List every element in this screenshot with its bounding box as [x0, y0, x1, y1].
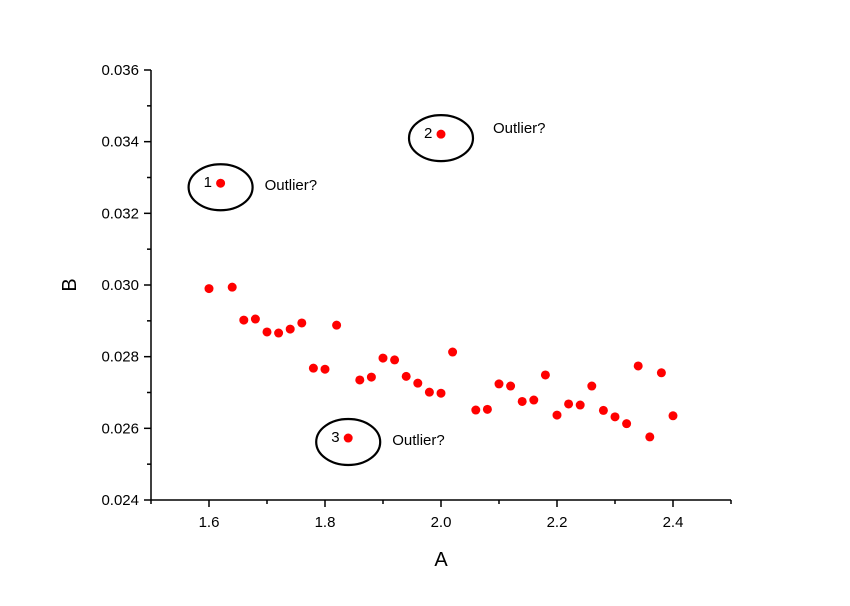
- annotations: 1 Outlier? 2 Outlier? 3 Outlier?: [187, 114, 546, 467]
- data-point: [239, 315, 249, 325]
- x-tick-label: 2.2: [547, 514, 568, 531]
- data-point: [645, 432, 655, 442]
- outlier-annotation-3: 3 Outlier?: [315, 417, 445, 467]
- data-point: [355, 375, 365, 385]
- x-tick-label: 1.6: [199, 514, 220, 531]
- annotation-number: 2: [424, 125, 432, 142]
- data-point: [274, 328, 284, 338]
- y-tick-label: 0.030: [101, 277, 139, 294]
- outlier-point: [343, 433, 353, 443]
- data-point: [366, 372, 376, 382]
- annotation-ellipse: [315, 417, 382, 467]
- data-point: [250, 314, 260, 324]
- data-point: [390, 355, 400, 365]
- annotation-number: 3: [331, 429, 339, 446]
- x-axis-label: A: [434, 549, 448, 571]
- data-point: [262, 327, 272, 337]
- data-point: [517, 396, 527, 406]
- data-point: [598, 405, 608, 415]
- data-point: [320, 364, 330, 374]
- data-point: [575, 400, 585, 410]
- outlier-annotation-2: 2 Outlier?: [407, 114, 546, 163]
- x-tick-label: 2.0: [431, 514, 452, 531]
- data-point: [622, 419, 632, 429]
- data-point: [413, 378, 423, 388]
- y-tick-label: 0.028: [101, 349, 139, 366]
- data-point: [633, 361, 643, 371]
- data-point: [471, 405, 481, 415]
- data-point: [378, 353, 388, 363]
- y-tick-label: 0.034: [101, 134, 139, 151]
- y-tick-label: 0.026: [101, 420, 139, 437]
- y-tick-label: 0.032: [101, 205, 139, 222]
- data-point: [332, 320, 342, 330]
- data-point: [401, 371, 411, 381]
- data-point: [227, 282, 237, 292]
- outlier-point: [216, 178, 226, 188]
- annotation-number: 1: [204, 174, 212, 191]
- data-points: [204, 282, 678, 442]
- data-point: [668, 411, 678, 421]
- y-tick-label: 0.024: [101, 492, 139, 509]
- data-point: [297, 318, 307, 328]
- annotation-label: Outlier?: [392, 432, 445, 449]
- data-point: [285, 324, 295, 334]
- annotation-ellipse: [407, 114, 475, 163]
- data-point: [552, 410, 562, 420]
- outlier-point: [436, 129, 446, 139]
- data-point: [656, 368, 666, 378]
- y-tick-label: 0.036: [101, 62, 139, 79]
- y-axis-label: B: [59, 278, 81, 291]
- outlier-annotation-1: 1 Outlier?: [187, 163, 318, 212]
- data-point: [424, 387, 434, 397]
- data-point: [610, 412, 620, 422]
- data-point: [482, 404, 492, 414]
- data-point: [204, 284, 214, 294]
- annotation-label: Outlier?: [493, 120, 546, 137]
- data-point: [529, 395, 539, 405]
- data-point: [587, 381, 597, 391]
- data-point: [564, 399, 574, 409]
- data-point: [448, 347, 458, 357]
- x-tick-label: 2.4: [663, 514, 684, 531]
- axes: 1.6 1.8 2.0 2.2 2.4 0.024 0.026 0.028 0.030 0.032…: [101, 62, 732, 531]
- data-point: [494, 379, 504, 389]
- annotation-ellipse: [187, 163, 254, 212]
- data-point: [308, 363, 318, 373]
- data-point: [540, 370, 550, 380]
- data-point: [436, 388, 446, 398]
- annotation-label: Outlier?: [265, 177, 318, 194]
- data-point: [506, 381, 516, 391]
- x-tick-label: 1.8: [315, 514, 336, 531]
